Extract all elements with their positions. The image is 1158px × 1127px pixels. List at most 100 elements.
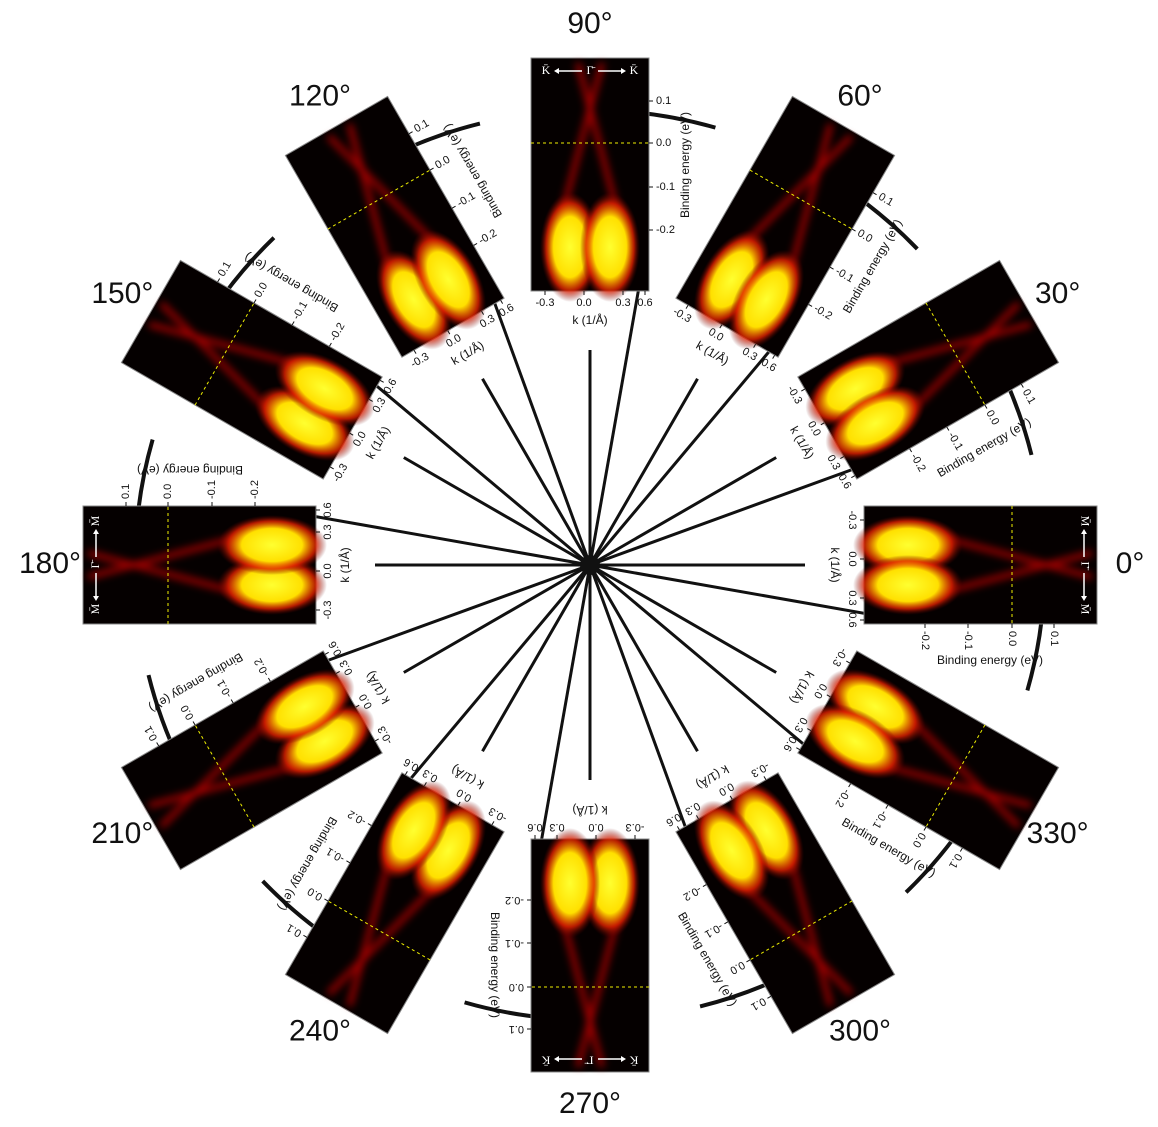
k-axis-title: k (1/Å): [362, 423, 393, 461]
energy-tick-label: -0.2: [477, 227, 499, 247]
k-tick-label: -0.3: [376, 724, 396, 746]
tick-mark: [686, 305, 688, 308]
energy-tick-label: -0.1: [505, 937, 524, 949]
energy-tick-label: -0.2: [249, 480, 261, 499]
energy-tick-label: 0.0: [252, 281, 270, 300]
direction-label: K̄: [630, 63, 639, 77]
direction-label: M̄: [88, 515, 102, 526]
tick-mark: [767, 996, 770, 998]
tick-mark: [773, 355, 775, 358]
tick-mark: [501, 300, 503, 303]
energy-tick-label: 0.0: [1006, 631, 1018, 646]
k-tick-label: 0.0: [588, 821, 603, 833]
energy-axis-title: Binding energy (eV): [678, 112, 692, 218]
tick-mark: [324, 899, 327, 901]
angle-label: 240°: [289, 1015, 351, 1048]
energy-tick-label: -0.2: [505, 894, 524, 906]
energy-tick-label: 0.1: [946, 851, 964, 870]
energy-tick-label: 0.0: [910, 830, 928, 849]
energy-tick-label: 0.0: [728, 958, 747, 976]
energy-tick-label: 0.1: [656, 95, 671, 107]
k-tick-label: -0.3: [846, 511, 858, 530]
energy-tick-label: -0.1: [656, 181, 675, 193]
energy-tick-label: 0.1: [1020, 387, 1038, 406]
energy-tick-label: 0.0: [306, 885, 325, 903]
k-axis-title: k (1/Å): [787, 669, 818, 707]
tick-mark: [746, 960, 749, 962]
tick-mark: [873, 193, 876, 195]
direction-label: K̄: [541, 1053, 550, 1067]
tick-mark: [346, 861, 349, 863]
angle-label: 270°: [559, 1087, 621, 1120]
tick-mark: [852, 229, 855, 231]
energy-tick-label: -0.1: [215, 677, 235, 699]
tick-mark: [849, 784, 851, 787]
k-tick-label: -0.3: [331, 462, 351, 484]
k-axis-title: k (1/Å): [694, 337, 732, 368]
tick-mark: [492, 821, 494, 824]
k-tick-label: -0.3: [671, 306, 693, 326]
tick-mark: [380, 380, 383, 382]
k-tick-label: -0.3: [487, 805, 509, 825]
k-tick-label: 0.3: [549, 821, 564, 833]
energy-tick-label: -0.2: [346, 808, 368, 828]
energy-tick-label: -0.1: [870, 808, 890, 830]
tick-mark: [886, 805, 888, 808]
energy-tick-label: -0.1: [945, 430, 965, 452]
energy-tick-label: -0.2: [252, 656, 272, 678]
energy-tick-label: 0.1: [285, 921, 304, 939]
tick-mark: [677, 826, 679, 829]
k-tick-label: 0.3: [615, 297, 630, 309]
k-tick-label: 0.6: [322, 502, 334, 517]
energy-tick-label: 0.0: [433, 154, 452, 172]
band-lobe: [853, 555, 963, 615]
tick-mark: [851, 476, 854, 478]
tick-mark: [218, 278, 220, 281]
direction-label: M̄: [1078, 604, 1092, 615]
energy-tick-label: -0.2: [328, 321, 348, 343]
energy-tick-label: -0.1: [290, 299, 310, 321]
energy-axis-title: Binding energy (eV): [137, 463, 243, 477]
angle-label: 120°: [289, 79, 351, 112]
tick-mark: [947, 427, 949, 430]
tick-mark: [724, 922, 727, 924]
tick-mark: [924, 827, 926, 830]
angle-label: 300°: [829, 1015, 891, 1048]
tick-mark: [801, 389, 804, 391]
k-tick-label: 0.0: [322, 563, 334, 578]
energy-tick-label: -0.2: [919, 631, 931, 650]
spoke: [483, 379, 591, 565]
tick-mark: [231, 699, 233, 702]
k-tick-label: -0.3: [830, 646, 850, 668]
energy-tick-label: -0.1: [962, 631, 974, 650]
band-lobe: [217, 515, 327, 575]
tick-mark: [405, 771, 407, 774]
band-lobe: [580, 192, 640, 302]
k-tick-label: 0.6: [527, 821, 542, 833]
k-tick-label: -0.3: [626, 821, 645, 833]
tick-mark: [157, 742, 159, 745]
k-tick-label: -0.3: [749, 760, 771, 780]
k-axis-title: k (1/Å): [572, 312, 607, 327]
tick-mark: [703, 885, 706, 887]
energy-tick-label: 0.1: [142, 724, 160, 743]
energy-axis-title: Binding energy (eV): [937, 653, 1043, 667]
k-tick-label: 0.0: [846, 551, 858, 566]
tick-mark: [325, 652, 328, 654]
tick-mark: [303, 935, 306, 937]
angle-label: 30°: [1035, 277, 1080, 310]
tick-mark: [796, 748, 799, 750]
k-tick-label: 0.6: [846, 612, 858, 627]
energy-tick-label: -0.2: [812, 303, 834, 323]
direction-label: M̄: [88, 603, 102, 614]
k-tick-label: 0.0: [576, 297, 591, 309]
angle-label: 150°: [91, 277, 153, 310]
energy-tick-label: 0.1: [120, 484, 132, 499]
energy-tick-label: -0.1: [206, 480, 218, 499]
energy-tick-label: 0.0: [855, 227, 874, 245]
tick-mark: [910, 449, 912, 452]
k-tick-label: -0.3: [409, 351, 431, 371]
angle-label: 330°: [1027, 817, 1089, 850]
